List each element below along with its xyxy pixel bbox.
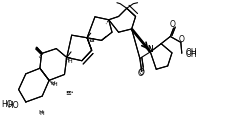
Text: ≡: ≡ [64, 90, 70, 96]
Text: •••: ••• [86, 38, 95, 43]
Text: H: H [67, 59, 72, 64]
Text: N: N [147, 45, 153, 54]
Text: ≡: ≡ [87, 37, 93, 43]
Text: OH: OH [185, 48, 197, 57]
Text: O: O [178, 35, 184, 44]
Text: H: H [39, 111, 44, 116]
Text: HO: HO [7, 101, 19, 110]
Text: O: O [138, 68, 144, 77]
Text: N: N [147, 45, 153, 54]
Text: O: O [169, 20, 175, 29]
Text: H: H [52, 82, 57, 87]
Text: O: O [137, 69, 143, 78]
Text: HO: HO [1, 100, 13, 109]
Text: •••: ••• [65, 90, 73, 95]
Text: OH: OH [185, 50, 197, 59]
Text: H: H [38, 110, 43, 115]
Text: H: H [50, 81, 54, 86]
Text: H: H [64, 58, 69, 63]
